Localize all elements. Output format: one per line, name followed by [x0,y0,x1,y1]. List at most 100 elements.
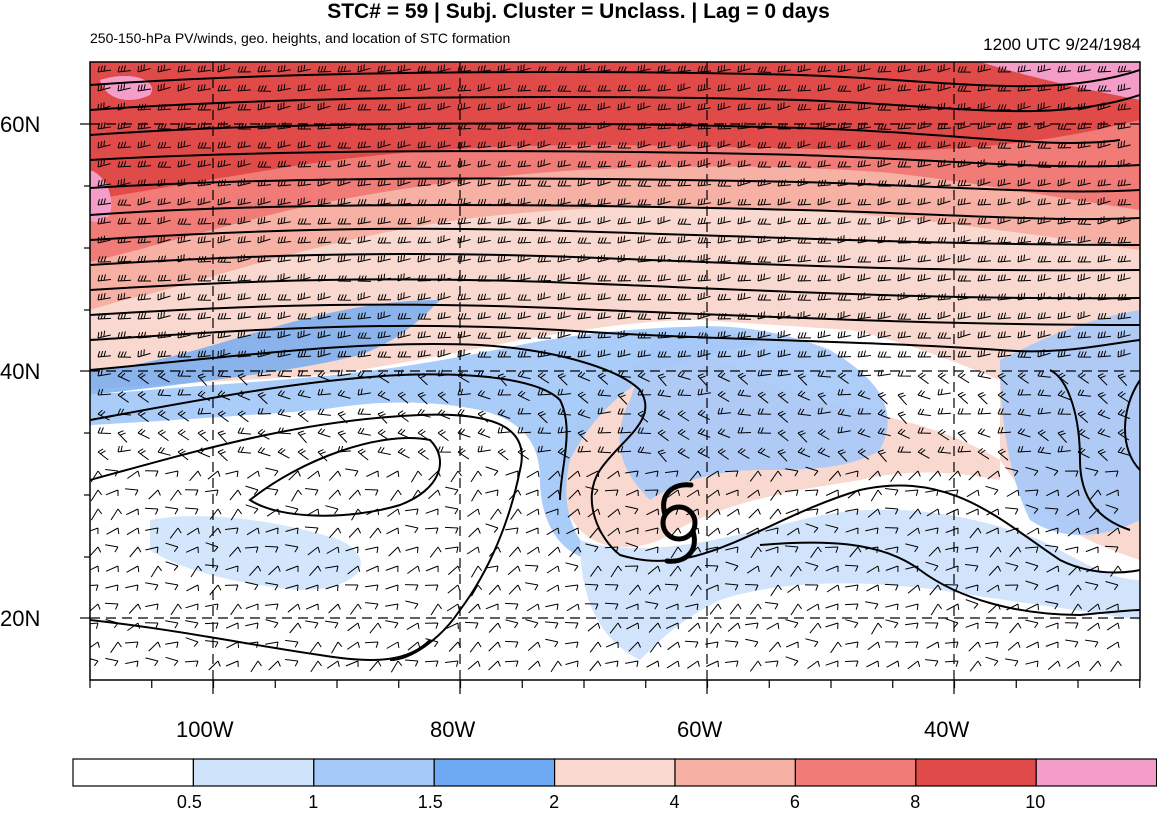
wind-barb [397,84,411,92]
wind-barb [144,622,159,629]
wind-barb [437,331,452,339]
wind-barb [169,527,182,539]
wind-barb [297,330,311,339]
wind-barb [457,448,470,460]
wind-barb [617,198,631,206]
wind-barb [917,447,930,459]
wind-barb [137,140,151,149]
wind-barb [337,330,351,339]
wind-barb [90,584,99,591]
wind-barb [697,83,711,92]
wind-barb [497,160,511,168]
wind-barb [797,198,812,206]
wind-barb [845,508,859,515]
wind-barb [157,83,171,92]
wind-barb [405,546,419,554]
wind-barb [357,254,371,263]
wind-barb [405,508,419,515]
wind-barb [137,349,151,358]
wind-barb [277,102,291,111]
wind-barb [257,161,272,168]
wind-barb [677,350,691,358]
wind-barb [926,641,940,649]
wind-barb [857,64,871,73]
wind-barb [877,351,892,358]
wind-barb [297,430,307,444]
wind-barb [617,408,631,415]
wind-barb [204,564,219,572]
wind-barb [537,198,552,206]
wind-barb [525,582,539,591]
wind-barb [468,527,481,538]
wind-barb [717,159,731,168]
wind-barb [865,546,879,553]
wind-barb [857,102,871,111]
wind-barb [777,330,791,339]
wind-barb [770,470,782,482]
wind-barb [997,426,1012,434]
wind-barb [1037,389,1052,397]
wind-barb [97,179,111,187]
wind-barb [497,373,507,387]
wind-barb [557,159,571,168]
wind-barb [157,350,171,358]
wind-barb [797,332,812,339]
wind-barb [125,660,139,667]
wind-barb [546,565,560,574]
wind-barb [217,197,231,206]
wind-barb [437,429,449,442]
wind-barb [497,254,511,263]
wind-barb [797,408,811,416]
wind-barb [105,619,119,629]
wind-barb [917,372,929,385]
wind-barb [377,294,392,301]
wind-barb [1117,140,1131,149]
wind-barb [597,254,611,263]
wind-barb [1037,178,1051,187]
wind-barb [757,447,771,458]
wind-barb [377,65,391,73]
wind-barb [337,430,348,443]
wind-barb [1097,160,1111,168]
wind-barb [217,292,231,301]
wind-barb [237,123,251,130]
wind-barb [597,275,612,282]
wind-barb [305,603,319,611]
colorbar-box [313,758,435,787]
wind-barb [337,103,351,111]
wind-barb [546,584,560,592]
wind-barb [250,660,262,673]
wind-barb [1025,466,1039,477]
wind-barb [617,426,632,434]
wind-barb [746,565,760,574]
wind-barb [385,620,399,629]
wind-barb [637,389,652,396]
wind-barb [1097,273,1111,282]
wind-barb [237,390,251,401]
wind-barb [317,292,331,301]
wind-barb [1037,255,1052,263]
wind-barb [417,372,428,386]
wind-barb [517,160,531,168]
wind-barb [1017,236,1031,244]
wind-barb [937,83,951,92]
wind-barb [726,527,740,536]
wind-barb [417,65,432,73]
wind-barb [317,388,332,396]
wind-barb [117,331,131,339]
wind-barb [757,391,769,404]
wind-barb [937,64,951,73]
wind-barb [257,293,272,301]
wind-barb [337,254,351,263]
wind-barb [165,656,179,667]
wind-barb [328,603,341,614]
wind-barb [325,565,339,573]
wind-barb [209,508,222,520]
wind-barb [777,160,792,168]
wind-barb [297,236,312,244]
wind-barb [117,430,128,443]
wind-barb [265,467,279,477]
wind-barb [237,330,251,339]
wind-barb [768,641,782,653]
colorbar-box [72,758,195,787]
